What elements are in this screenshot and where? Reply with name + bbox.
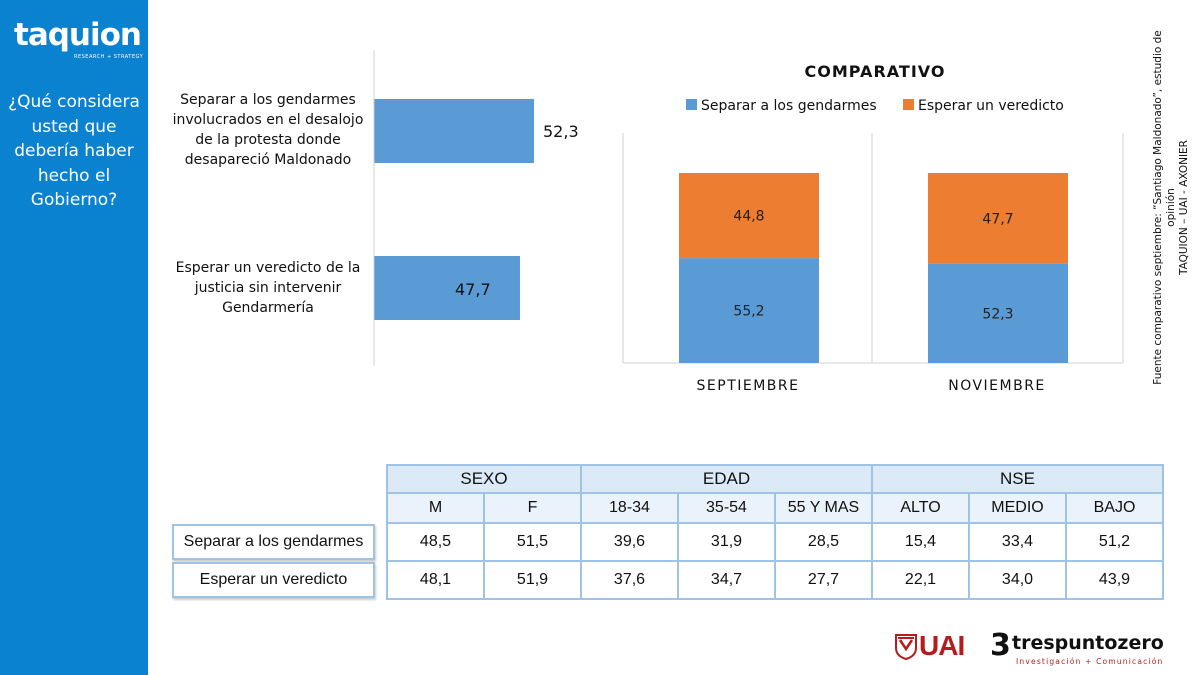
col-header-f: F — [483, 492, 582, 524]
legend-label-esperar: Esperar un veredicto — [918, 98, 1064, 114]
table-cell: 51,5 — [483, 522, 582, 562]
demographic-table: SEXO EDAD NSE M F 18-34 35-54 55 Y MAS A… — [386, 464, 1164, 600]
hbar-category-label-1: Esperar un veredicto de la justicia sin … — [175, 260, 361, 316]
shield-icon — [895, 634, 917, 660]
table-cell: 48,5 — [386, 522, 485, 562]
hbar-value-label-1: 47,7 — [455, 280, 491, 299]
table-cell: 15,4 — [871, 522, 970, 562]
stack-bar-1-1 — [928, 173, 1068, 264]
stack-bar-0-1 — [679, 173, 819, 259]
hbar-value-label-0: 52,3 — [543, 122, 579, 141]
table-cell: 43,9 — [1065, 560, 1164, 600]
uai-wordmark: UAI — [919, 630, 965, 661]
table-cell: 31,9 — [677, 522, 776, 562]
x-category-septiembre: SEPTIEMBRE — [696, 378, 800, 394]
stack-data-label-1-0: 52,3 — [982, 306, 1013, 322]
table-cell: 22,1 — [871, 560, 970, 600]
table-cell: 51,2 — [1065, 522, 1164, 562]
legend-swatch-blue — [686, 99, 697, 110]
legend-swatch-orange — [903, 99, 914, 110]
trespuntozero-wordmark: trespuntozero — [1012, 632, 1164, 654]
source-line-2: TAQUION – UAI - AXONIER — [1178, 140, 1190, 275]
stack-bar-0-0 — [679, 258, 819, 363]
comparative-chart-title: COMPARATIVO — [804, 62, 946, 81]
x-category-noviembre: NOVIEMBRE — [948, 378, 1046, 394]
col-header-bajo: BAJO — [1065, 492, 1164, 524]
col-header-55-mas: 55 Y MAS — [774, 492, 873, 524]
logo-subtitle: RESEARCH + STRATEGY — [74, 54, 144, 60]
table-cell: 33,4 — [968, 522, 1067, 562]
trespuntozero-logo: 3 trespuntozero Investigación + Comunica… — [990, 628, 1175, 670]
table-cell: 39,6 — [580, 522, 679, 562]
horizontal-bar-chart — [373, 50, 535, 366]
legend-label-separar: Separar a los gendarmes — [701, 98, 877, 114]
trespuntozero-number: 3 — [990, 628, 1011, 663]
question-text: ¿Qué considera usted que debería haber h… — [8, 92, 140, 210]
group-header-sexo: SEXO — [386, 464, 582, 494]
col-header-medio: MEDIO — [968, 492, 1067, 524]
table-cell: 34,0 — [968, 560, 1067, 600]
source-line-1: Fuente comparativo septiembre: “Santiago… — [1152, 30, 1177, 385]
stack-data-label-1-1: 47,7 — [982, 211, 1013, 227]
stack-bar-1-0 — [928, 263, 1068, 363]
table-cell: 27,7 — [774, 560, 873, 600]
hbar-bar-1 — [374, 256, 520, 320]
table-cell: 28,5 — [774, 522, 873, 562]
uai-logo: UAI — [895, 630, 980, 662]
row-label-esperar: Esperar un veredicto — [172, 562, 375, 598]
col-header-alto: ALTO — [871, 492, 970, 524]
trespuntozero-tagline: Investigación + Comunicación — [1016, 657, 1164, 666]
sidebar: taquion RESEARCH + STRATEGY ¿Qué conside… — [0, 0, 148, 675]
stacked-bar-chart: 55,2 44,8 52,3 47,7 — [622, 133, 1124, 364]
table-cell: 48,1 — [386, 560, 485, 600]
group-header-edad: EDAD — [580, 464, 873, 494]
col-header-35-54: 35-54 — [677, 492, 776, 524]
table-cell: 34,7 — [677, 560, 776, 600]
table-row: 48,5 51,5 39,6 31,9 28,5 15,4 33,4 51,2 — [386, 522, 1164, 562]
col-header-18-34: 18-34 — [580, 492, 679, 524]
hbar-category-label-0: Separar a los gendarmes involucrados en … — [172, 92, 364, 168]
hbar-bar-0 — [374, 99, 535, 163]
table-column-header-row: M F 18-34 35-54 55 Y MAS ALTO MEDIO BAJO — [386, 492, 1164, 524]
legend-item-separar: Separar a los gendarmes — [686, 98, 877, 114]
legend-item-esperar: Esperar un veredicto — [903, 98, 1064, 114]
stack-data-label-0-1: 44,8 — [733, 209, 764, 225]
table-group-header-row: SEXO EDAD NSE — [386, 464, 1164, 494]
group-header-nse: NSE — [871, 464, 1164, 494]
table-row: 48,1 51,9 37,6 34,7 27,7 22,1 34,0 43,9 — [386, 560, 1164, 600]
taquion-logo: taquion RESEARCH + STRATEGY — [14, 18, 143, 62]
source-note: Fuente comparativo septiembre: “Santiago… — [1152, 10, 1191, 405]
col-header-m: M — [386, 492, 485, 524]
logo-wordmark: taquion — [14, 17, 142, 53]
table-cell: 37,6 — [580, 560, 679, 600]
table-cell: 51,9 — [483, 560, 582, 600]
stack-data-label-0-0: 55,2 — [733, 304, 764, 320]
row-label-separar: Separar a los gendarmes — [172, 524, 375, 560]
table-row-labels: Separar a los gendarmes Esperar un vered… — [172, 524, 375, 600]
